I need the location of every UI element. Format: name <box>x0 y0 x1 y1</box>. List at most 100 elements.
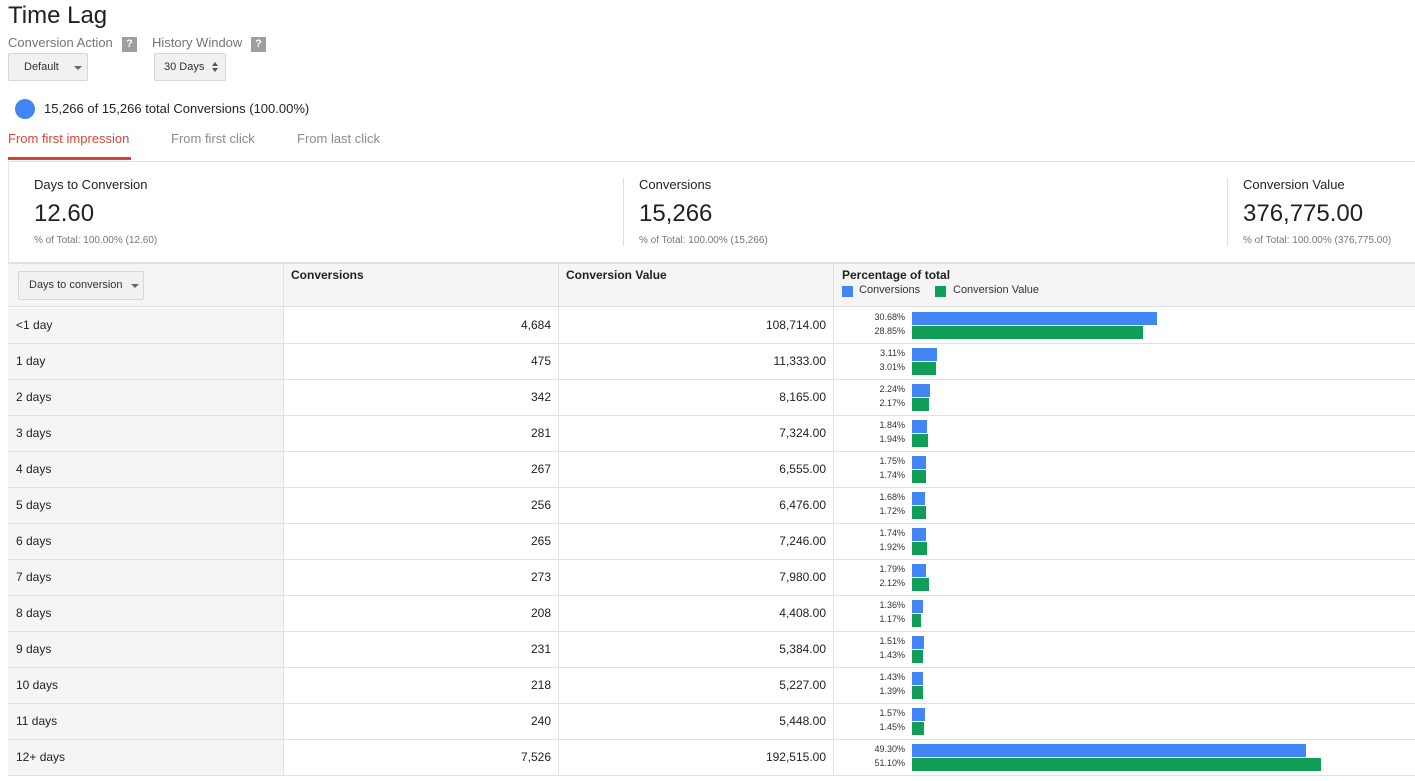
bar-conversions <box>912 312 1158 325</box>
tab-last-click[interactable]: From last click <box>297 131 381 146</box>
row-conversions: 208 <box>530 606 551 620</box>
metric-divider <box>623 178 624 246</box>
pct-label-conversions: 1.43% <box>879 672 905 682</box>
table-row: 6 days 265 7,246.00 1.74% 1.92% <box>8 524 1415 560</box>
pct-label-conversions: 1.51% <box>879 636 905 646</box>
row-label-cell <box>8 668 283 703</box>
table-header <box>8 264 1415 307</box>
row-conversions: 7,526 <box>520 750 551 764</box>
row-label: 5 days <box>16 498 52 512</box>
pct-label-conversions: 49.30% <box>874 744 905 754</box>
table-row: 3 days 281 7,324.00 1.84% 1.94% <box>8 416 1415 452</box>
row-conversions: 240 <box>530 714 551 728</box>
row-conversion-value: 7,246.00 <box>779 534 826 548</box>
bar-conversions <box>912 420 927 433</box>
pct-label-conversion-value: 1.17% <box>879 614 905 624</box>
segment-color-dot <box>15 99 35 119</box>
pct-label-conversion-value: 1.39% <box>879 686 905 696</box>
pct-label-conversions: 1.84% <box>879 420 905 430</box>
pct-label-conversion-value: 28.85% <box>874 326 905 336</box>
bar-conversion-value <box>912 542 928 555</box>
column-divider <box>558 264 559 776</box>
table-row: 7 days 273 7,980.00 1.79% 2.12% <box>8 560 1415 596</box>
header-conversion-value[interactable]: Conversion Value <box>566 268 667 282</box>
history-window-select[interactable]: 30 Days <box>154 53 226 81</box>
bar-conversions <box>912 744 1307 757</box>
bar-conversion-value <box>912 506 926 519</box>
pct-label-conversions: 1.75% <box>879 456 905 466</box>
metric-sub-conversions: % of Total: 100.00% (15,266) <box>639 235 768 246</box>
bar-conversion-value <box>912 398 930 411</box>
pct-label-conversion-value: 1.72% <box>879 506 905 516</box>
pct-label-conversion-value: 1.43% <box>879 650 905 660</box>
row-label-cell <box>8 524 283 559</box>
bar-conversion-value <box>912 362 937 375</box>
bar-conversion-value <box>912 686 924 699</box>
bar-conversions <box>912 348 937 361</box>
pct-label-conversion-value: 1.92% <box>879 542 905 552</box>
metric-label-days: Days to Conversion <box>34 177 148 192</box>
conversion-action-value: Default <box>24 61 59 73</box>
pct-label-conversions: 1.79% <box>879 564 905 574</box>
row-conversions: 218 <box>530 678 551 692</box>
conversion-action-help-icon[interactable]: ? <box>122 37 137 52</box>
bar-conversions <box>912 636 925 649</box>
bar-conversion-value <box>912 578 929 591</box>
bar-conversion-value <box>912 722 924 735</box>
metric-value-conversions: 15,266 <box>639 200 713 227</box>
row-label: 10 days <box>16 678 59 692</box>
metrics-card <box>8 162 1415 263</box>
row-label: 9 days <box>16 642 52 656</box>
row-label-cell <box>8 488 283 523</box>
bar-conversion-value <box>912 470 926 483</box>
row-label-cell <box>8 632 283 667</box>
table-row: 11 days 240 5,448.00 1.57% 1.45% <box>8 704 1415 740</box>
chevron-down-icon <box>74 66 82 70</box>
metric-sub-value: % of Total: 100.00% (376,775.00) <box>1243 235 1392 246</box>
row-conversion-value: 11,333.00 <box>773 354 827 368</box>
row-label-cell <box>8 704 283 739</box>
row-label: 4 days <box>16 462 52 476</box>
row-conversion-value: 6,476.00 <box>779 498 826 512</box>
row-label: 7 days <box>16 570 52 584</box>
spinner-down-icon <box>212 68 218 72</box>
pct-label-conversion-value: 51.10% <box>874 758 905 768</box>
pct-label-conversion-value: 1.94% <box>879 434 905 444</box>
row-conversion-value: 108,714.00 <box>765 318 826 332</box>
bar-conversions <box>912 672 924 685</box>
row-label-cell <box>8 380 283 415</box>
history-window-help-icon[interactable]: ? <box>251 37 266 52</box>
bar-conversion-value <box>912 434 928 447</box>
row-conversions: 256 <box>530 498 551 512</box>
row-label: 6 days <box>16 534 52 548</box>
row-label: 12+ days <box>16 750 66 764</box>
bar-conversions <box>912 492 926 505</box>
header-percentage: Percentage of total <box>842 268 951 282</box>
row-label-cell <box>8 344 283 379</box>
metric-divider <box>1227 178 1228 246</box>
pct-label-conversions: 1.68% <box>879 492 905 502</box>
history-window-label: History Window <box>152 35 243 50</box>
table-row: 8 days 208 4,408.00 1.36% 1.17% <box>8 596 1415 632</box>
pct-label-conversion-value: 1.74% <box>879 470 905 480</box>
tab-first-impression[interactable]: From first impression <box>8 131 130 146</box>
row-conversions: 231 <box>530 642 551 656</box>
row-conversions: 265 <box>530 534 551 548</box>
row-label: 8 days <box>16 606 52 620</box>
column-divider <box>283 264 284 776</box>
header-conversions[interactable]: Conversions <box>291 268 364 282</box>
metric-value-value: 376,775.00 <box>1243 200 1364 227</box>
legend-label-conversion-value: Conversion Value <box>953 284 1040 296</box>
row-label: 11 days <box>16 714 58 728</box>
row-conversion-value: 192,515.00 <box>765 750 826 764</box>
metric-label-conversions: Conversions <box>639 177 712 192</box>
dimension-dropdown[interactable]: Days to conversion <box>18 271 144 300</box>
conversion-action-dropdown[interactable]: Default <box>8 53 88 81</box>
table-row: 12+ days 7,526 192,515.00 49.30% 51.10% <box>8 740 1415 776</box>
tabs-divider <box>8 161 1415 162</box>
bar-conversions <box>912 564 927 577</box>
tab-first-click[interactable]: From first click <box>171 131 255 146</box>
table-row: 1 day 475 11,333.00 3.11% 3.01% <box>8 344 1415 380</box>
row-label-cell <box>8 596 283 631</box>
bar-conversions <box>912 456 926 469</box>
